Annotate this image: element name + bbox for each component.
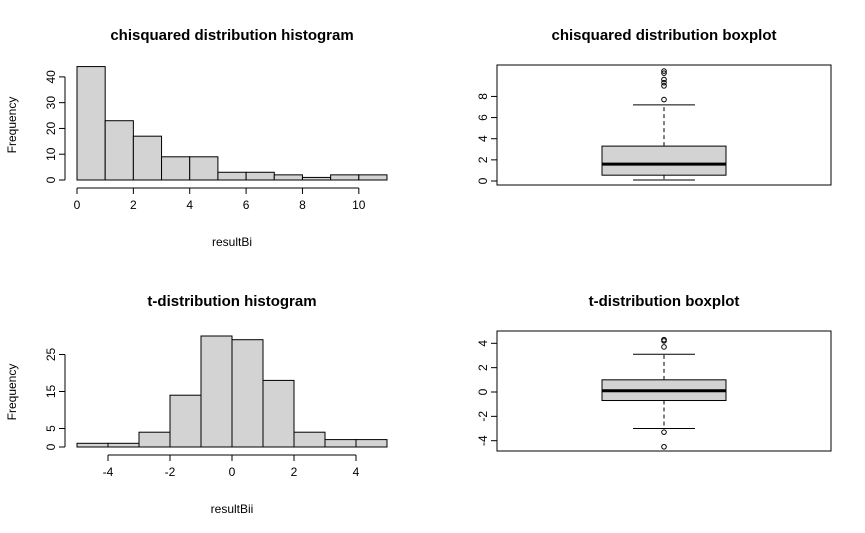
histogram-bar [76, 442, 109, 448]
x-tick-label: -4 [103, 465, 114, 479]
x-tick-label: 0 [229, 465, 236, 479]
histogram-bar [324, 439, 357, 448]
x-tick-label: 4 [353, 465, 360, 479]
histogram-bar [138, 431, 171, 448]
chart-title: chisquared distribution histogram [110, 27, 353, 44]
outlier-point [661, 344, 667, 350]
outlier-point [661, 68, 667, 74]
chart-title: chisquared distribution boxplot [552, 27, 777, 44]
t-histogram-panel: t-distribution histogram resultBii Frequ… [5, 293, 388, 516]
y-tick-label: 5 [44, 425, 58, 432]
x-tick-label: 6 [243, 198, 250, 212]
y-tick-label: 8 [476, 93, 490, 100]
t-boxplot-panel: t-distribution boxplot -4 -2 0 2 4 [476, 293, 832, 452]
outlier-point [661, 429, 667, 435]
histogram-bar [273, 174, 303, 181]
x-axis-label: resultBi [212, 235, 252, 249]
x-tick-label: 4 [186, 198, 193, 212]
x-tick-label: 2 [291, 465, 298, 479]
histogram-bar [169, 394, 202, 448]
outlier-point [661, 76, 667, 83]
outlier-point [661, 96, 667, 103]
outlier-point [661, 443, 667, 450]
y-tick-label: 30 [44, 96, 58, 110]
x-tick-label: 8 [299, 198, 306, 212]
y-tick-label: 0 [476, 388, 490, 395]
y-tick-label: -2 [476, 411, 490, 422]
chart-title: t-distribution boxplot [589, 293, 740, 310]
histogram-bar [293, 431, 326, 448]
x-axis-label: resultBii [211, 502, 254, 516]
x-tick-label: 10 [352, 198, 366, 212]
y-tick-label: 15 [44, 385, 58, 399]
histogram-bar [189, 156, 219, 181]
y-tick-label: 4 [476, 135, 490, 142]
t-boxplot-marks: -4 -2 0 2 4 [476, 336, 727, 450]
histogram-bar [355, 439, 388, 448]
histogram-bar [132, 135, 163, 181]
box-iqr [601, 145, 727, 176]
x-tick-label: 2 [130, 198, 137, 212]
histogram-bar [161, 156, 191, 181]
histogram-bar [358, 174, 388, 181]
chisq-boxplot-panel: chisquared distribution boxplot 0 2 4 6 8 [476, 27, 832, 186]
y-tick-label: 2 [476, 364, 490, 371]
histogram-bar [107, 442, 140, 448]
histogram-bar [104, 120, 134, 181]
chart-title: t-distribution histogram [147, 293, 316, 310]
histogram-bar [245, 171, 275, 181]
y-axis-label: Frequency [5, 364, 19, 421]
y-tick-label: 2 [476, 156, 490, 163]
y-tick-label: 10 [44, 147, 58, 161]
outlier-point [661, 336, 667, 343]
y-tick-label: 4 [476, 340, 490, 347]
y-axis-label: Frequency [5, 97, 19, 154]
chisq-boxplot-marks: 0 2 4 6 8 [476, 68, 727, 184]
y-tick-label: 20 [44, 121, 58, 135]
chisq-histogram-panel: chisquared distribution histogram result… [5, 27, 388, 249]
outlier-point [661, 83, 667, 89]
histogram-bar [301, 176, 332, 181]
histogram-bar [200, 335, 233, 448]
chisq-histogram-marks: 0 2 4 6 8 10 0 10 20 30 40 [44, 66, 388, 212]
y-tick-label: 0 [476, 177, 490, 184]
x-tick-label: 0 [74, 198, 81, 212]
y-tick-label: 40 [44, 70, 58, 84]
histogram-bar [330, 174, 360, 181]
y-tick-label: 0 [44, 443, 58, 450]
outlier-point [661, 79, 667, 86]
t-histogram-marks: -4 -2 0 2 4 0 5 15 25 [44, 335, 388, 479]
y-tick-label: -4 [476, 435, 490, 446]
histogram-bar [76, 66, 106, 181]
x-tick-label: -2 [165, 465, 176, 479]
y-tick-label: 6 [476, 114, 490, 121]
histogram-bar [231, 339, 264, 448]
y-tick-label: 0 [44, 176, 58, 183]
y-tick-label: 25 [44, 348, 58, 362]
outlier-point [661, 70, 667, 76]
histogram-bar [217, 171, 247, 181]
histogram-bar [262, 379, 295, 448]
